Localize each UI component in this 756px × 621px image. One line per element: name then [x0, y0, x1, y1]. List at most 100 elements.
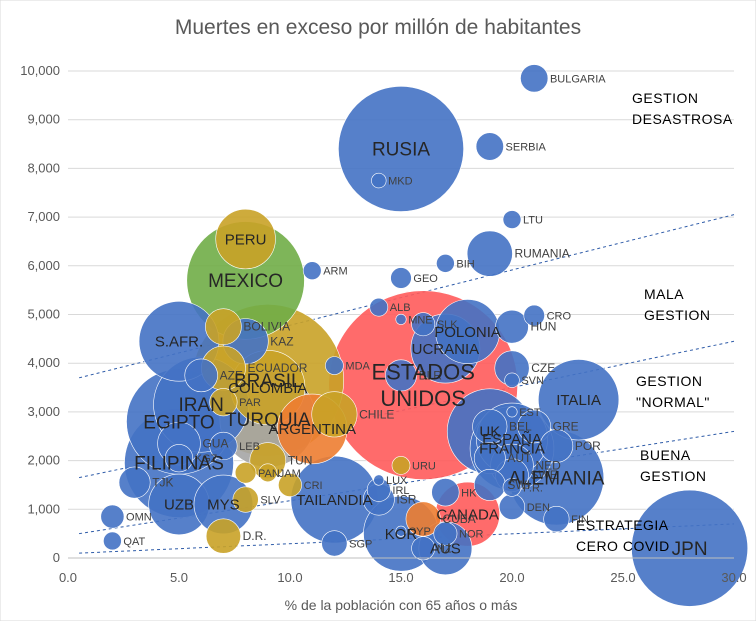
x-axis-label: % de la población con 65 años o más	[285, 597, 518, 613]
bubble-label-mkd: MKD	[388, 176, 413, 188]
bubble-label-d-r-: D.R.	[243, 529, 267, 543]
bubble-bulgaria	[520, 64, 549, 93]
bubble-jam	[258, 463, 278, 483]
axes: 0 1,000 2,000 3,000 4,000 5,000 6,000 7,000 8,00…	[20, 63, 746, 585]
bubble-mkd	[371, 172, 387, 189]
bubble-label-jpn: JPN	[672, 539, 708, 560]
bubble-label-est: EST	[519, 407, 541, 419]
zone-labels: GESTION DESASTROSA MALA GESTION GESTION "NORM…	[576, 90, 733, 554]
bubble-label-arm: ARM	[323, 266, 347, 278]
bubble-aze	[184, 358, 218, 393]
y-tick-label: 8,000	[27, 160, 60, 175]
bubble-label-uk: UK	[479, 424, 500, 441]
bubble-label-geo: GEO	[413, 273, 438, 285]
bubble-label-ecuador: ECUADOR	[247, 361, 307, 375]
bubble-label-p-r-: P.R.	[523, 482, 543, 494]
bubble-label-leb: LEB	[239, 441, 260, 453]
bubble-label-mne: MNE	[408, 314, 432, 326]
bubble-label-kor: KOR	[385, 526, 418, 543]
bubble-label-nor: NOR	[459, 529, 484, 541]
bubble-label-lux: LUX	[386, 475, 408, 487]
bubble-label-hun: HUN	[530, 320, 556, 334]
bubble-label-iran: IRAN	[178, 395, 223, 416]
bubble-label-kaz: KAZ	[270, 334, 293, 348]
y-tick-label: 0	[53, 550, 60, 565]
bubble-tjk	[118, 466, 151, 499]
chart-title: Muertes en exceso por millón de habitant…	[175, 16, 581, 39]
bubble-cri	[278, 473, 302, 497]
bubble-blr	[385, 359, 417, 392]
bubble-label-alemania: ALEMANIA	[508, 468, 604, 489]
bubble-nz	[411, 536, 436, 561]
bubble-label-brasil: BRASIL	[234, 371, 302, 392]
bubble-label-bolivia: BOLIVIA	[243, 320, 290, 334]
bubble-label-qat: QAT	[123, 536, 145, 548]
bubble-chile	[311, 391, 358, 438]
bubble-label-rusia: RUSIA	[372, 140, 430, 161]
bubble-label-tailandia: TAILANDIA	[296, 492, 372, 509]
bubble-label-gre: GRE	[553, 420, 579, 434]
bubble-label-ucrania: UCRANIA	[412, 341, 480, 358]
bubble-label-uzb: UZB	[164, 497, 194, 514]
bubble-rumania	[466, 230, 513, 277]
bubble-par	[209, 388, 238, 417]
bubble-label-aus: AUS	[430, 541, 461, 558]
bubble-label-egipto: EGIPTO	[143, 412, 214, 433]
bubble-label-cro: CRO	[547, 310, 572, 322]
bubble-label-ned: NED	[535, 458, 561, 472]
bubble-label-filipinas: FILIPINAS	[134, 454, 224, 475]
bubble-label-aut: AUT	[507, 451, 532, 465]
bubble-hk	[431, 478, 460, 507]
y-tick-label: 6,000	[27, 258, 60, 273]
bubble-d-r-	[205, 518, 241, 554]
bubble-slk	[411, 312, 436, 337]
y-tick-label: 7,000	[27, 209, 60, 224]
bubble-label-cri: CRI	[304, 480, 323, 492]
bubble-label-peru: PERU	[225, 231, 267, 248]
bubble-label-bulgaria: BULGARIA	[550, 73, 606, 85]
x-tick-label: 5.0	[170, 570, 188, 585]
y-tick-label: 3,000	[27, 404, 60, 419]
x-tick-label: 20.0	[499, 570, 524, 585]
bubble-peru	[215, 208, 276, 270]
bubble-label-chile: CHILE	[359, 407, 394, 421]
bubble-label-gua: GUA	[202, 437, 228, 451]
bubble-hun	[495, 309, 529, 344]
trend-line-cero-covid-boundary	[79, 523, 735, 554]
bubble-arm	[302, 261, 322, 280]
bubble-label-den: DEN	[527, 502, 550, 514]
bubble-label-svn: SVN	[521, 375, 544, 387]
bubble-label-turquia: TURQUIA	[225, 410, 311, 431]
bubble-label-ltu: LTU	[523, 215, 543, 227]
bubble-label-bel: BEL	[509, 420, 532, 434]
y-tick-label: 9,000	[27, 112, 60, 127]
bubble-label-estados-unidos: ESTADOS UNIDOS	[371, 360, 475, 411]
bubble-cyp	[395, 525, 407, 537]
zone-label: GESTION "NORMAL"	[636, 373, 710, 410]
bubble-label-swi: SWI	[507, 478, 530, 492]
x-tick-label: 25.0	[610, 570, 635, 585]
bubble-label-omn: OMN	[126, 512, 152, 524]
bubble-svn	[504, 372, 520, 388]
zone-label: BUENA GESTION	[640, 447, 707, 484]
y-tick-label: 10,000	[20, 63, 60, 78]
bubble-cuba	[405, 501, 441, 537]
bubble-label-s-afr-: S.AFR.	[155, 334, 203, 351]
zone-label: GESTION DESASTROSA	[632, 90, 733, 127]
bubbles	[100, 64, 749, 607]
bubble-label-tun: TUN	[288, 454, 313, 468]
bubble-alb	[369, 297, 389, 317]
bubble-labels: BULGARIA RUSIA SERBIA MKD LTU PERU RUMANIA BIH A…	[123, 73, 707, 560]
bubble-label-swe: SWE	[530, 468, 557, 482]
bubble-kgz	[164, 444, 194, 473]
bubble-swi	[473, 469, 506, 501]
bubble-label-blr: BLR	[419, 368, 443, 382]
bubble-serbia	[475, 132, 504, 161]
bubble-geo	[390, 267, 412, 289]
bubble-nor	[433, 521, 458, 546]
bubble-label-cuba: CUBA	[442, 512, 475, 526]
bubble-jpn	[631, 489, 749, 607]
bubble-label-kgz: KGZ	[195, 453, 218, 465]
bubble-label-por: POR	[575, 439, 601, 453]
